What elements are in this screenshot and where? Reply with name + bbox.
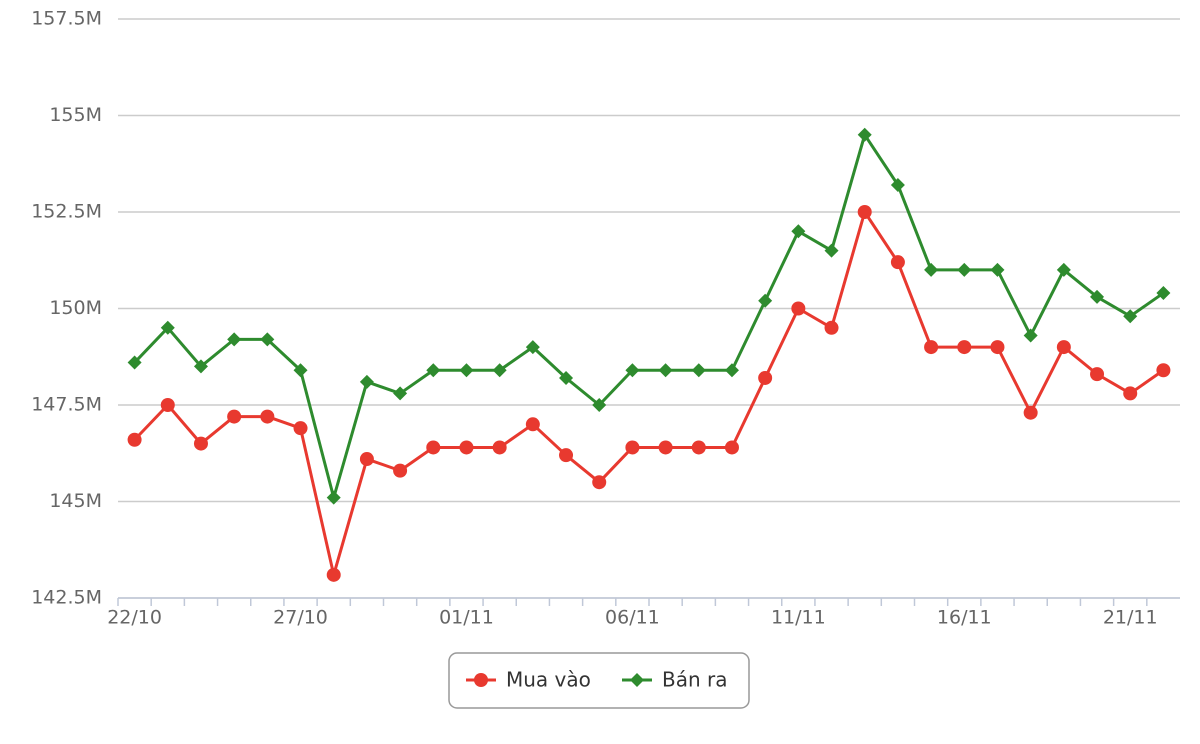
data-point bbox=[459, 440, 474, 455]
data-point bbox=[260, 409, 275, 424]
y-tick-label: 145M bbox=[49, 490, 102, 512]
data-point bbox=[758, 293, 773, 308]
data-point bbox=[492, 440, 507, 455]
data-point bbox=[625, 440, 640, 455]
data-point bbox=[326, 490, 341, 505]
legend-box bbox=[448, 652, 750, 709]
data-point bbox=[724, 363, 739, 378]
data-point bbox=[691, 363, 706, 378]
legend-marker bbox=[474, 673, 488, 687]
legend-marker bbox=[630, 673, 644, 687]
data-point bbox=[791, 224, 806, 239]
x-tick-label: 27/10 bbox=[273, 607, 328, 629]
data-point bbox=[559, 370, 574, 385]
data-point bbox=[691, 440, 706, 455]
data-point bbox=[293, 421, 308, 436]
data-point bbox=[924, 340, 939, 355]
legend-label: Bán ra bbox=[662, 668, 728, 692]
data-point bbox=[1090, 289, 1105, 304]
data-point bbox=[127, 355, 142, 370]
data-point bbox=[824, 243, 839, 258]
y-tick-label: 152.5M bbox=[31, 201, 102, 223]
data-point bbox=[227, 409, 242, 424]
x-tick-label: 21/11 bbox=[1103, 607, 1158, 629]
data-point bbox=[990, 340, 1005, 355]
data-point bbox=[1156, 286, 1171, 301]
data-point bbox=[127, 432, 142, 447]
data-point bbox=[525, 340, 540, 355]
data-point bbox=[924, 262, 939, 277]
data-point bbox=[193, 359, 208, 374]
data-point bbox=[492, 363, 507, 378]
data-point bbox=[658, 440, 673, 455]
data-point bbox=[1056, 262, 1071, 277]
x-tick-label: 22/10 bbox=[107, 607, 162, 629]
legend-item[interactable]: Bán ra bbox=[622, 668, 728, 692]
x-tick-label: 06/11 bbox=[605, 607, 660, 629]
data-point bbox=[160, 398, 175, 412]
data-point bbox=[592, 475, 607, 490]
x-tick-label: 01/11 bbox=[439, 607, 494, 629]
data-point bbox=[791, 301, 806, 316]
data-point bbox=[1123, 309, 1138, 324]
data-point bbox=[359, 452, 374, 467]
x-tick-label: 11/11 bbox=[771, 607, 826, 629]
data-point bbox=[658, 363, 673, 378]
data-point bbox=[525, 417, 540, 432]
y-tick-label: 142.5M bbox=[31, 587, 102, 609]
data-point bbox=[1123, 386, 1138, 401]
y-tick-label: 150M bbox=[49, 297, 102, 319]
data-point bbox=[990, 262, 1005, 277]
y-tick-label: 147.5M bbox=[31, 394, 102, 416]
data-point bbox=[625, 363, 640, 378]
data-point bbox=[260, 332, 275, 347]
data-point bbox=[957, 340, 972, 355]
data-point bbox=[1056, 340, 1071, 355]
data-point bbox=[857, 205, 872, 219]
data-point bbox=[890, 255, 905, 270]
data-point bbox=[724, 440, 739, 455]
data-point bbox=[426, 440, 441, 455]
data-point bbox=[592, 398, 607, 412]
x-tick-label: 16/11 bbox=[937, 607, 992, 629]
data-point bbox=[393, 386, 408, 401]
data-point bbox=[1156, 363, 1171, 378]
series-line bbox=[133, 210, 1165, 577]
data-point bbox=[1023, 328, 1038, 343]
data-point bbox=[426, 363, 441, 378]
data-point bbox=[957, 262, 972, 277]
data-point bbox=[890, 177, 905, 192]
data-point bbox=[359, 374, 374, 389]
data-point bbox=[160, 320, 175, 335]
legend-label: Mua vào bbox=[506, 668, 591, 692]
data-point bbox=[1023, 405, 1038, 420]
data-point bbox=[559, 448, 574, 463]
data-point bbox=[227, 332, 242, 347]
legend-item[interactable]: Mua vào bbox=[466, 668, 591, 692]
data-point bbox=[459, 363, 474, 378]
data-point bbox=[293, 363, 308, 378]
data-point bbox=[393, 463, 408, 478]
data-point bbox=[857, 127, 872, 142]
data-point bbox=[758, 370, 773, 385]
y-tick-label: 157.5M bbox=[31, 8, 102, 30]
data-point bbox=[193, 436, 208, 451]
series-line bbox=[133, 133, 1165, 500]
data-point bbox=[1090, 367, 1105, 382]
y-tick-label: 155M bbox=[49, 104, 102, 126]
legend: Mua vào Bán ra bbox=[466, 668, 728, 692]
data-point bbox=[326, 567, 341, 582]
data-point bbox=[824, 320, 839, 335]
